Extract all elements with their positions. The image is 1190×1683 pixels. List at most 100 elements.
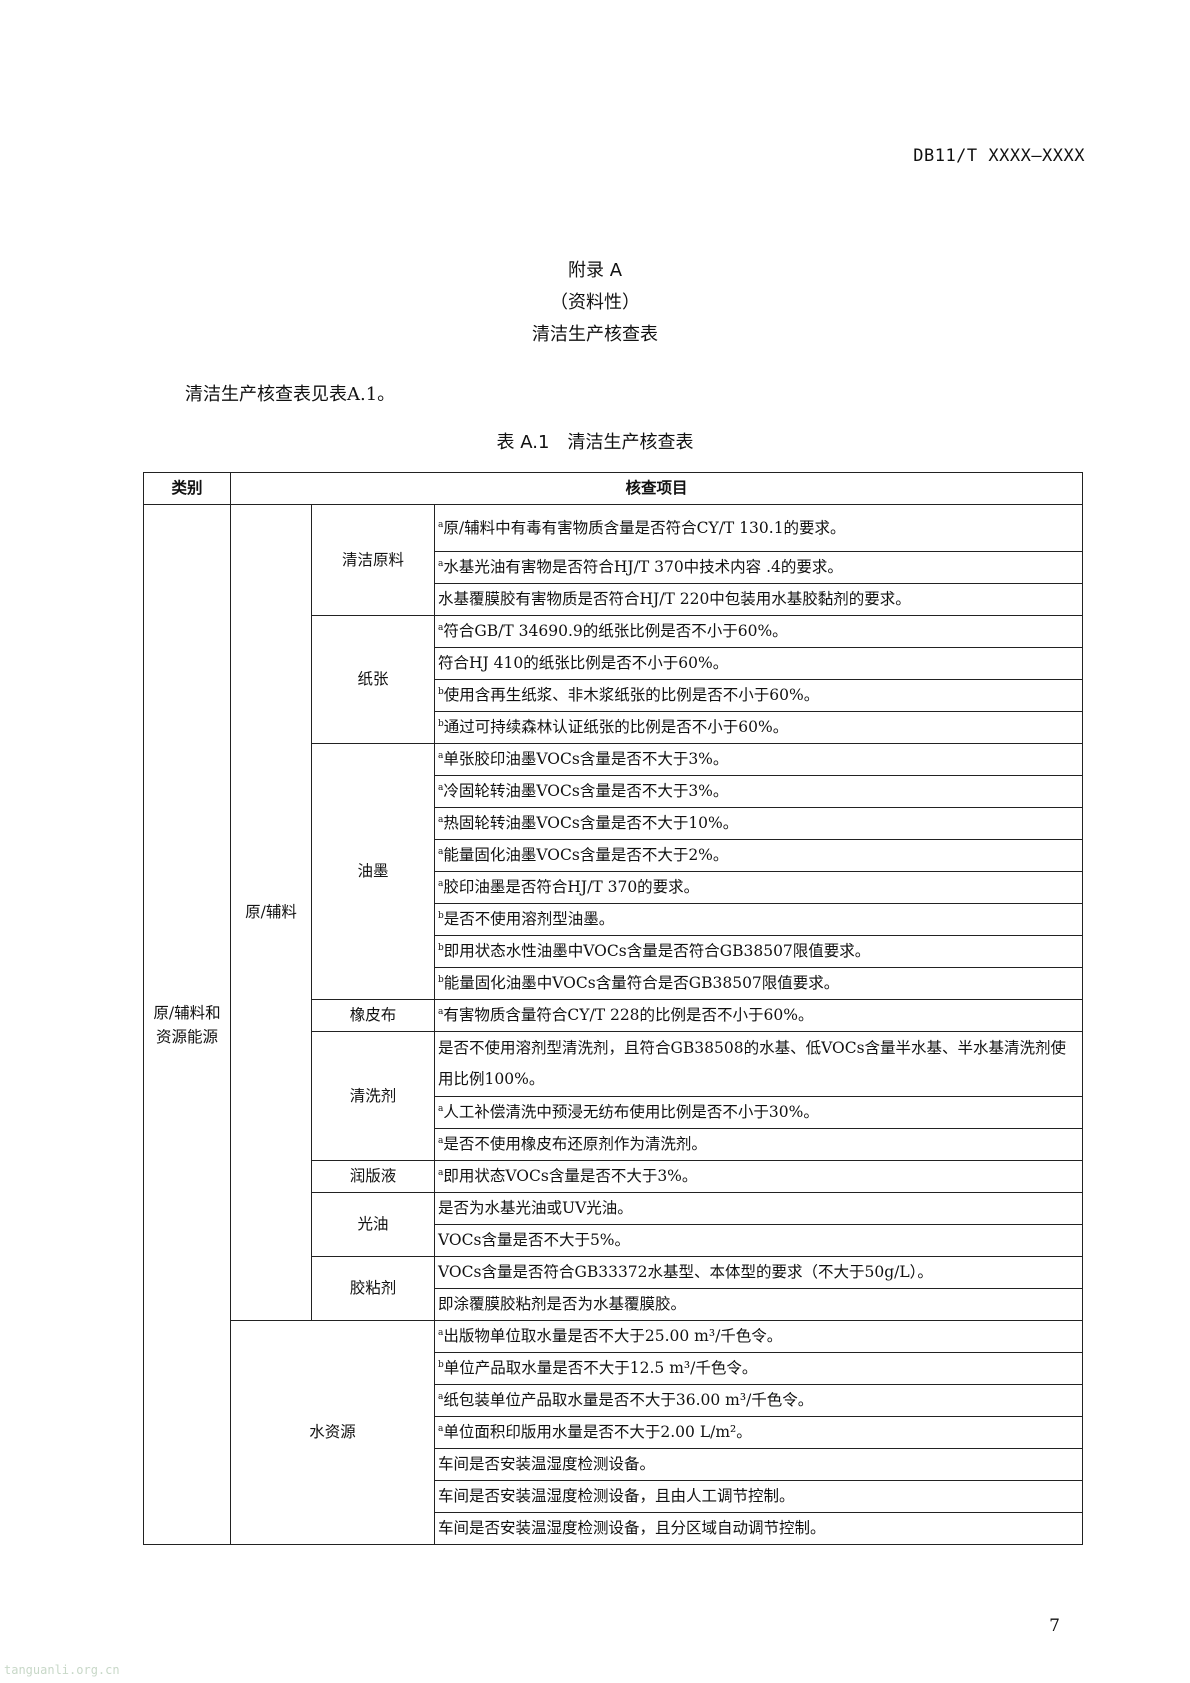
check-item: a即用状态VOCs含量是否不大于3%。 bbox=[434, 1160, 1083, 1193]
table-row: b单位产品取水量是否不大于12.5 m³/千色令。 bbox=[144, 1352, 1083, 1385]
section-cell: 水资源 bbox=[230, 1320, 435, 1545]
table-row: a人工补偿清洗中预浸无纺布使用比例是否不小于30%。 bbox=[144, 1096, 1083, 1129]
check-item: VOCs含量是否符合GB33372水基型、本体型的要求（不大于50g/L）。 bbox=[434, 1256, 1083, 1289]
footnote-marker: b bbox=[438, 1360, 444, 1370]
check-item-text: 即涂覆膜胶粘剂是否为水基覆膜胶。 bbox=[438, 1295, 687, 1313]
footnote-marker: a bbox=[438, 1392, 444, 1402]
check-item-text: 有害物质含量符合CY/T 228的比例是否不小于60%。 bbox=[443, 1006, 814, 1024]
footnote-marker: a bbox=[438, 847, 444, 857]
check-item: a原/辅料中有毒有害物质含量是否符合CY/T 130.1的要求。 bbox=[434, 504, 1083, 552]
section-cell: 清洁原料 bbox=[311, 504, 435, 616]
table-row: a单位面积印版用水量是否不大于2.00 L/m²。 bbox=[144, 1416, 1083, 1449]
check-item-text: 车间是否安装温湿度检测设备。 bbox=[438, 1455, 656, 1473]
check-item: 车间是否安装温湿度检测设备，且分区域自动调节控制。 bbox=[434, 1512, 1083, 1545]
check-item: a水基光油有害物是否符合HJ/T 370中技术内容 .4的要求。 bbox=[434, 551, 1083, 584]
table-row: 水基覆膜胶有害物质是否符合HJ/T 220中包装用水基胶黏剂的要求。 bbox=[144, 583, 1083, 616]
check-item-text: 热固轮转油墨VOCs含量是否不大于10%。 bbox=[443, 814, 739, 832]
footnote-marker: a bbox=[438, 751, 444, 761]
table-row: 橡皮布 a有害物质含量符合CY/T 228的比例是否不小于60%。 bbox=[144, 999, 1083, 1032]
check-item-text: 通过可持续森林认证纸张的比例是否不小于60%。 bbox=[443, 718, 789, 736]
table-row: b即用状态水性油墨中VOCs含量是否符合GB38507限值要求。 bbox=[144, 935, 1083, 968]
check-item: a热固轮转油墨VOCs含量是否不大于10%。 bbox=[434, 807, 1083, 840]
check-item: 车间是否安装温湿度检测设备。 bbox=[434, 1448, 1083, 1481]
table-row: 润版液 a即用状态VOCs含量是否不大于3%。 bbox=[144, 1160, 1083, 1193]
check-item-text: 出版物单位取水量是否不大于25.00 m³/千色令。 bbox=[443, 1327, 783, 1345]
footnote-marker: a bbox=[438, 1328, 444, 1338]
check-item: VOCs含量是否不大于5%。 bbox=[434, 1224, 1083, 1257]
footnote-marker: a bbox=[438, 1424, 444, 1434]
check-item-text: 单位面积印版用水量是否不大于2.00 L/m²。 bbox=[443, 1423, 752, 1441]
check-item: a人工补偿清洗中预浸无纺布使用比例是否不小于30%。 bbox=[434, 1096, 1083, 1129]
check-item: 是否为水基光油或UV光油。 bbox=[434, 1192, 1083, 1225]
check-item: a单张胶印油墨VOCs含量是否不大于3%。 bbox=[434, 743, 1083, 776]
footnote-marker: a bbox=[438, 519, 444, 530]
check-item: 车间是否安装温湿度检测设备，且由人工调节控制。 bbox=[434, 1480, 1083, 1513]
footnote-marker: a bbox=[438, 879, 444, 889]
check-item-text: 胶印油墨是否符合HJ/T 370的要求。 bbox=[443, 878, 700, 896]
table-row: a是否不使用橡皮布还原剂作为清洗剂。 bbox=[144, 1128, 1083, 1161]
table-row: a能量固化油墨VOCs含量是否不大于2%。 bbox=[144, 839, 1083, 872]
check-item-text: 纸包装单位产品取水量是否不大于36.00 m³/千色令。 bbox=[443, 1391, 814, 1409]
check-item-text: 水基覆膜胶有害物质是否符合HJ/T 220中包装用水基胶黏剂的要求。 bbox=[438, 590, 911, 608]
table-row: a水基光油有害物是否符合HJ/T 370中技术内容 .4的要求。 bbox=[144, 551, 1083, 584]
appendix-name: 清洁生产核查表 bbox=[532, 324, 658, 345]
check-item-text: 车间是否安装温湿度检测设备，且分区域自动调节控制。 bbox=[438, 1519, 826, 1537]
check-item: a是否不使用橡皮布还原剂作为清洗剂。 bbox=[434, 1128, 1083, 1161]
appendix-type: （资料性） bbox=[550, 292, 640, 313]
table-row: 水资源 a出版物单位取水量是否不大于25.00 m³/千色令。 bbox=[144, 1320, 1083, 1545]
footnote-marker: a bbox=[438, 1104, 444, 1114]
group-cell: 原/辅料 bbox=[230, 504, 312, 1321]
check-item-text: 原/辅料中有毒有害物质含量是否符合CY/T 130.1的要求。 bbox=[443, 518, 846, 537]
check-item-text: VOCs含量是否符合GB33372水基型、本体型的要求（不大于50g/L）。 bbox=[438, 1263, 933, 1281]
check-item: a胶印油墨是否符合HJ/T 370的要求。 bbox=[434, 871, 1083, 904]
footnote-marker: a bbox=[438, 1168, 444, 1178]
check-item-text: 即用状态水性油墨中VOCs含量是否符合GB38507限值要求。 bbox=[443, 942, 871, 960]
footnote-marker: b bbox=[438, 719, 444, 729]
check-item-text: 即用状态VOCs含量是否不大于3%。 bbox=[443, 1167, 698, 1185]
category-cell: 原/辅料和资源能源 bbox=[143, 504, 231, 1545]
check-item-text: 单张胶印油墨VOCs含量是否不大于3%。 bbox=[443, 750, 729, 768]
footnote-marker: b bbox=[438, 975, 444, 985]
check-item: a单位面积印版用水量是否不大于2.00 L/m²。 bbox=[434, 1416, 1083, 1449]
check-item-text: 使用含再生纸浆、非木浆纸张的比例是否不小于60%。 bbox=[443, 686, 820, 704]
check-item: a纸包装单位产品取水量是否不大于36.00 m³/千色令。 bbox=[434, 1384, 1083, 1417]
check-item: a冷固轮转油墨VOCs含量是否不大于3%。 bbox=[434, 775, 1083, 808]
check-item-text: 车间是否安装温湿度检测设备，且由人工调节控制。 bbox=[438, 1487, 795, 1505]
check-item: 即涂覆膜胶粘剂是否为水基覆膜胶。 bbox=[434, 1288, 1083, 1321]
intro-text: 清洁生产核查表见表A.1。 bbox=[185, 384, 396, 405]
check-item: 是否不使用溶剂型清洗剂，且符合GB38508的水基、低VOCs含量半水基、半水基… bbox=[434, 1031, 1083, 1097]
footnote-marker: b bbox=[438, 687, 444, 697]
check-item-text: 水基光油有害物是否符合HJ/T 370中技术内容 .4的要求。 bbox=[443, 558, 843, 576]
table-row: 纸张 a符合GB/T 34690.9的纸张比例是否不小于60%。 bbox=[144, 615, 1083, 744]
appendix-title: 附录 A bbox=[567, 260, 623, 281]
check-item: b单位产品取水量是否不大于12.5 m³/千色令。 bbox=[434, 1352, 1083, 1385]
table-row: b是否不使用溶剂型油墨。 bbox=[144, 903, 1083, 936]
check-item: a出版物单位取水量是否不大于25.00 m³/千色令。 bbox=[434, 1320, 1083, 1353]
document-code: DB11/T XXXX—XXXX bbox=[913, 146, 1085, 166]
check-item: a能量固化油墨VOCs含量是否不大于2%。 bbox=[434, 839, 1083, 872]
checklist-table: 类别 核查项目 原/辅料和资源能源 原/辅料 清洁原料 a原/辅料中有毒有害物质含量是… bbox=[143, 472, 1083, 1545]
section-cell: 清洗剂 bbox=[311, 1031, 435, 1161]
section-cell: 纸张 bbox=[311, 615, 435, 744]
check-item-text: 符合GB/T 34690.9的纸张比例是否不小于60%。 bbox=[443, 622, 788, 640]
check-item: b使用含再生纸浆、非木浆纸张的比例是否不小于60%。 bbox=[434, 679, 1083, 712]
footnote-marker: a bbox=[438, 1007, 444, 1017]
check-item-text: 人工补偿清洗中预浸无纺布使用比例是否不小于30%。 bbox=[443, 1103, 819, 1121]
header-category: 类别 bbox=[143, 472, 231, 505]
check-item: a符合GB/T 34690.9的纸张比例是否不小于60%。 bbox=[434, 615, 1083, 648]
footnote-marker: a bbox=[438, 815, 444, 825]
check-item: b通过可持续森林认证纸张的比例是否不小于60%。 bbox=[434, 711, 1083, 744]
table-row: b使用含再生纸浆、非木浆纸张的比例是否不小于60%。 bbox=[144, 679, 1083, 712]
check-item-text: 符合HJ 410的纸张比例是否不小于60%。 bbox=[438, 654, 729, 672]
footnote-marker: a bbox=[438, 783, 444, 793]
check-item: b是否不使用溶剂型油墨。 bbox=[434, 903, 1083, 936]
table-row: a纸包装单位产品取水量是否不大于36.00 m³/千色令。 bbox=[144, 1384, 1083, 1417]
check-item: 符合HJ 410的纸张比例是否不小于60%。 bbox=[434, 647, 1083, 680]
check-item: b即用状态水性油墨中VOCs含量是否符合GB38507限值要求。 bbox=[434, 935, 1083, 968]
watermark: tanguanli.org.cn bbox=[4, 1663, 120, 1677]
table-row: b通过可持续森林认证纸张的比例是否不小于60%。 bbox=[144, 711, 1083, 744]
check-item: a有害物质含量符合CY/T 228的比例是否不小于60%。 bbox=[434, 999, 1083, 1032]
check-item-text: VOCs含量是否不大于5%。 bbox=[438, 1231, 631, 1249]
check-item-text: 能量固化油墨VOCs含量是否不大于2%。 bbox=[443, 846, 729, 864]
page-number: 7 bbox=[1049, 1616, 1060, 1636]
